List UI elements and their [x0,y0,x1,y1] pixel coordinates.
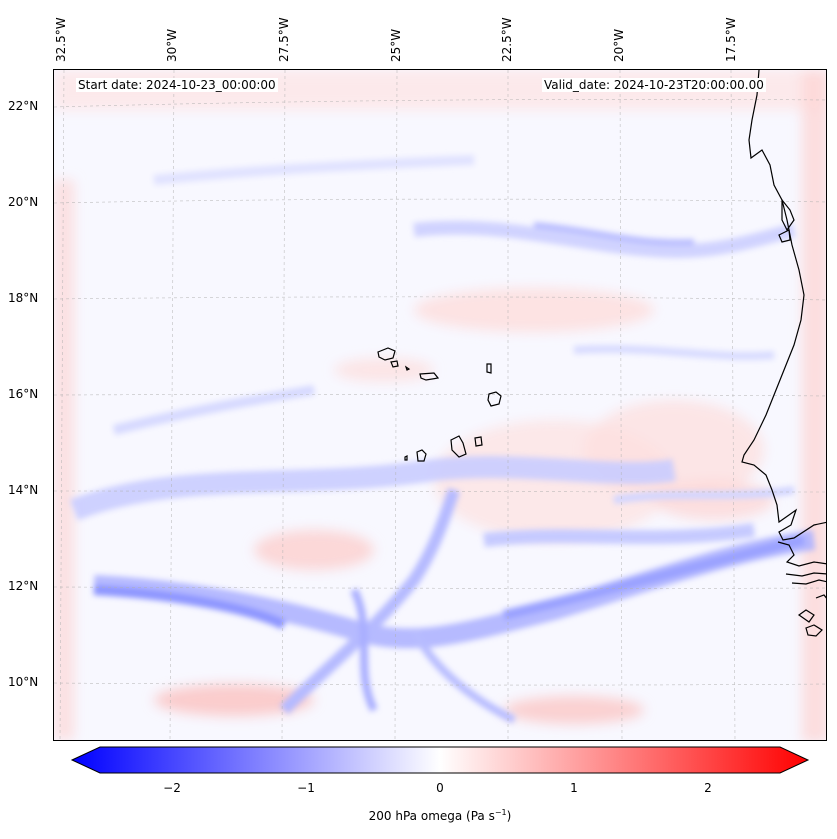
warm-tint-regions [54,70,826,740]
cool-bands [69,155,816,724]
lat-label-10n: 10°N [8,675,39,689]
colorbar-tick-neg1: −1 [297,781,315,795]
map-panel [53,69,827,741]
lat-label-12n: 12°N [8,579,39,593]
colorbar-tick-neg2: −2 [163,781,181,795]
lon-label-17-5w: 17.5°W [724,17,738,62]
omega-field [54,70,826,740]
colorbar-label-close: ) [506,809,512,823]
lat-label-20n: 20°N [8,195,39,209]
lat-label-22n: 22°N [8,99,39,113]
lon-label-25w: 25°W [389,28,403,62]
lat-label-18n: 18°N [8,291,39,305]
colorbar [70,746,810,774]
colorbar-label-main: 200 hPa omega (Pa s [368,809,495,823]
graticule [54,70,826,740]
valid-date-label: Valid_date: 2024-10-23T20:00:00.00 [542,78,766,92]
colorbar-label: 200 hPa omega (Pa s−1) [369,808,512,823]
start-date-label: Start date: 2024-10-23_00:00:00 [76,78,278,92]
lon-label-22-5w: 22.5°W [500,17,514,62]
cape-verde-islands [377,347,502,462]
colorbar-label-exponent: −1 [494,808,507,817]
west-african-coastline [741,70,826,637]
lon-label-20w: 20°W [612,28,626,62]
lon-label-27-5w: 27.5°W [277,17,291,62]
lat-label-16n: 16°N [8,387,39,401]
colorbar-tick-0: 0 [436,781,444,795]
lon-label-32-5w: 32.5°W [54,17,68,62]
colorbar-tick-1: 1 [570,781,578,795]
lon-label-30w: 30°W [165,28,179,62]
lat-label-14n: 14°N [8,483,39,497]
colorbar-tick-2: 2 [704,781,712,795]
